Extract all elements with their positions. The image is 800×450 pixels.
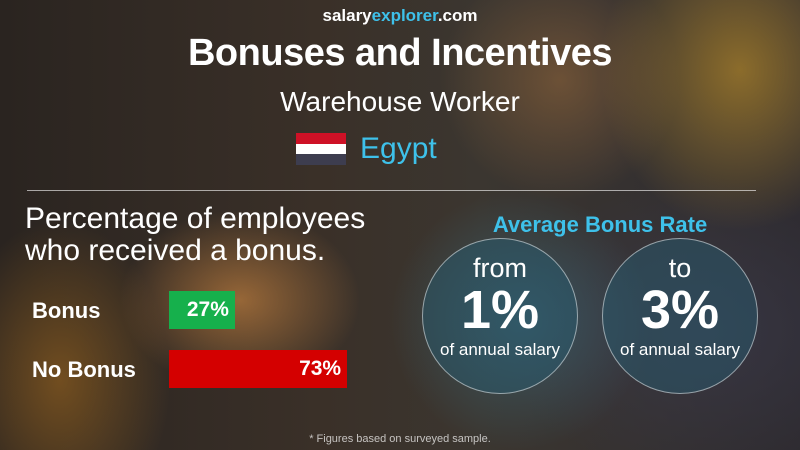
to-label: to	[668, 253, 692, 283]
from-rate-circle: from 1% of annual salary	[422, 238, 578, 394]
bar-label-bonus: 27%	[186, 298, 229, 321]
bar-label-no-bonus: 73%	[299, 357, 342, 380]
to-value: 3%	[640, 280, 720, 340]
footnote: * Figures based on surveyed sample.	[309, 433, 491, 445]
to-rate-circle: to 3% of annual salary	[602, 238, 758, 394]
category-label-bonus: Bonus	[32, 298, 101, 323]
to-subtext: of annual salary	[619, 340, 741, 359]
average-bonus-rate-heading: Average Bonus Rate	[492, 212, 708, 237]
site-logo: salaryexplorer.com	[322, 6, 478, 25]
divider	[27, 190, 756, 191]
page-title: Bonuses and Incentives	[187, 32, 613, 74]
bar-bonus: 27%	[169, 291, 235, 329]
from-label: from	[473, 253, 527, 283]
from-value: 1%	[460, 280, 540, 340]
country: Egypt	[296, 132, 437, 166]
egypt-flag-icon	[296, 133, 346, 166]
from-subtext: of annual salary	[439, 340, 561, 359]
bar-no-bonus: 73%	[169, 350, 348, 388]
bonus-percentage-heading: Percentage of employees who received a bo…	[25, 202, 366, 267]
category-label-no-bonus: No Bonus	[32, 357, 136, 382]
job-title: Warehouse Worker	[280, 86, 520, 117]
country-name: Egypt	[360, 132, 437, 165]
